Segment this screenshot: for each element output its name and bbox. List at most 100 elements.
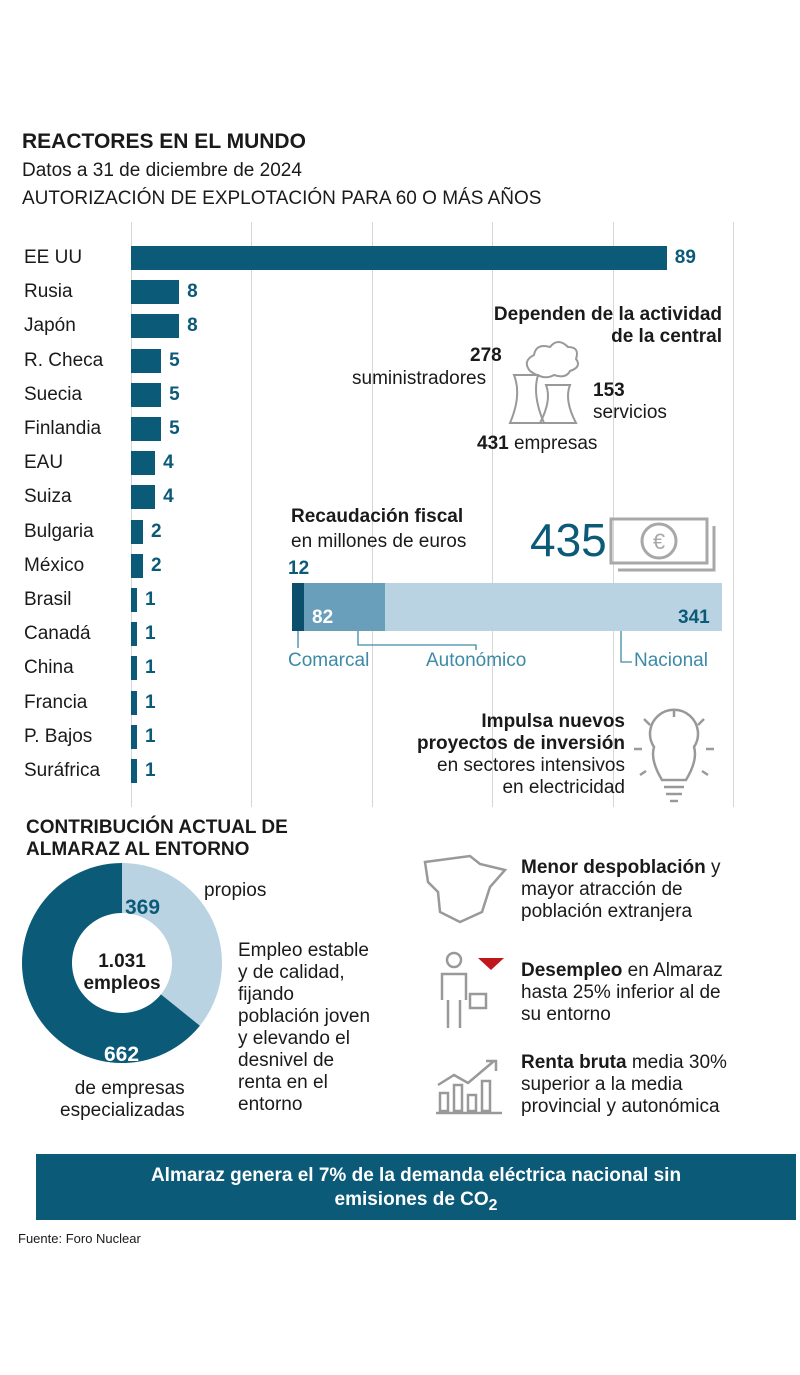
- category-label: Brasil: [24, 589, 72, 610]
- category-label: Japón: [24, 315, 76, 337]
- fiscal-segment: [292, 583, 304, 631]
- empresas-label-line1: de empresas: [74, 1078, 185, 1099]
- unemployed-person-icon: [440, 951, 504, 1028]
- fiscal-category: Nacional: [634, 650, 708, 671]
- inversion-line3: en sectores intensivos: [437, 755, 625, 776]
- category-label: Suecia: [24, 383, 83, 405]
- gridline: [371, 222, 373, 807]
- fact-line2: superior a la media: [521, 1074, 683, 1095]
- category-label: P. Bajos: [24, 725, 93, 747]
- description-line: población joven: [238, 1006, 371, 1027]
- bar-value: 1: [145, 725, 156, 747]
- fiscal-segment: [384, 583, 722, 631]
- description-line: Empleo estable: [238, 940, 369, 961]
- fiscal-value: 12: [288, 558, 310, 579]
- fact-highlight: Renta bruta: [521, 1052, 627, 1073]
- bar: [131, 656, 138, 681]
- fiscal-category: Autonómico: [426, 650, 527, 671]
- suministradores-count: 278: [470, 345, 502, 366]
- fact-line3: su entorno: [521, 1004, 611, 1025]
- contrib-title-line1: CONTRIBUCIÓN ACTUAL DE: [26, 817, 288, 838]
- employment-donut: [22, 863, 222, 1063]
- fact-line1: Menor despoblación y: [521, 857, 721, 879]
- bar: [131, 485, 156, 510]
- fact-line1: Renta bruta media 30%: [521, 1052, 727, 1074]
- suministradores-label: suministradores: [352, 368, 487, 389]
- fact-item: Renta bruta media 30% superior a la media…: [521, 1052, 727, 1118]
- bar-value: 2: [151, 554, 162, 576]
- subtitle: Datos a 31 de diciembre de 2024: [22, 160, 302, 181]
- empresas-count: 431: [477, 433, 509, 454]
- empresas-label: de empresas especializadas: [60, 1078, 185, 1122]
- empresas-total: 431 empresas: [477, 433, 597, 455]
- fiscal-value: 82: [312, 607, 334, 628]
- gridline: [733, 222, 734, 807]
- inversion-text: Impulsa nuevos proyectos de inversión en…: [417, 711, 625, 799]
- bar: [131, 246, 667, 270]
- fact-item: Desempleo en Almaraz hasta 25% inferior a…: [521, 960, 723, 1026]
- description-line: entorno: [238, 1094, 303, 1115]
- bar-value: 5: [169, 383, 180, 405]
- empresas-label: empresas: [513, 433, 598, 454]
- category-label: EAU: [24, 452, 64, 474]
- bar: [131, 314, 180, 339]
- servicios-label: servicios: [593, 402, 667, 423]
- bar: [131, 724, 138, 749]
- fact-item: Menor despoblación y mayor atracción de po…: [521, 857, 721, 923]
- bar: [131, 382, 162, 407]
- servicios-count: 153: [593, 380, 625, 401]
- description-line: desnivel de: [238, 1050, 335, 1071]
- category-label: Canadá: [24, 623, 91, 645]
- description-line: y de calidad,: [238, 962, 345, 983]
- fiscal-total: 435: [530, 514, 607, 566]
- banner-line1: Almaraz genera el 7% de la demanda eléct…: [150, 1165, 682, 1186]
- category-label: Finlandia: [24, 418, 102, 439]
- power-plant-icon: [508, 341, 579, 424]
- dependencia-title: Dependen de la actividad de la central: [494, 304, 722, 348]
- fact-text: media 30%: [626, 1052, 727, 1073]
- category-label: Francia: [24, 691, 88, 713]
- fiscal-title: Recaudación fiscal: [291, 506, 464, 527]
- banknote-icon: €: [609, 517, 716, 572]
- bar: [131, 690, 138, 715]
- bar: [131, 348, 162, 373]
- bar-value: 1: [145, 760, 156, 781]
- fact-highlight: Menor despoblación: [521, 857, 706, 878]
- fiscal-subtitle: en millones de euros: [291, 531, 467, 552]
- contrib-title-line2: ALMARAZ AL ENTORNO: [26, 839, 250, 860]
- banner: Almaraz genera el 7% de la demanda eléct…: [36, 1154, 796, 1220]
- lightbulb-icon: [634, 708, 714, 803]
- fact-line3: provincial y autonómica: [521, 1096, 720, 1117]
- description-line: y elevando el: [238, 1028, 350, 1049]
- gridline: [612, 222, 614, 807]
- fiscal-segment: [303, 583, 385, 631]
- inversion-line1: Impulsa nuevos: [481, 711, 625, 732]
- income-chart-icon: [436, 1059, 502, 1115]
- dependencia-title-line1: Dependen de la actividad: [493, 304, 722, 325]
- fiscal-leader-lines: [297, 631, 632, 663]
- fact-line2: mayor atracción de: [521, 879, 683, 900]
- description-line: renta en el: [238, 1072, 328, 1093]
- bar-value: 4: [163, 486, 174, 508]
- spain-map-icon: [423, 854, 508, 924]
- bar-value: 1: [145, 691, 156, 713]
- page-title: REACTORES EN EL MUNDO: [22, 130, 306, 153]
- banner-text: emisiones de CO: [334, 1189, 489, 1210]
- bar-value: 1: [145, 657, 156, 679]
- empresas-value: 662: [104, 1043, 140, 1066]
- dependencia-title-line2: de la central: [611, 326, 722, 347]
- gridline: [492, 222, 494, 807]
- bar-value: 8: [187, 281, 198, 303]
- propios-value: 369: [125, 896, 161, 919]
- donut-total-label: empleos: [83, 973, 161, 994]
- propios-label: propios: [204, 880, 267, 901]
- fact-line3: población extranjera: [521, 901, 693, 922]
- donut-center: 1.031 empleos: [72, 951, 172, 995]
- bar-value: 5: [169, 418, 180, 439]
- donut-slice: [22, 863, 200, 1063]
- bar: [131, 622, 138, 647]
- bar-value: 8: [187, 315, 198, 337]
- bar: [131, 519, 144, 544]
- bar: [131, 759, 138, 783]
- bar: [131, 417, 162, 441]
